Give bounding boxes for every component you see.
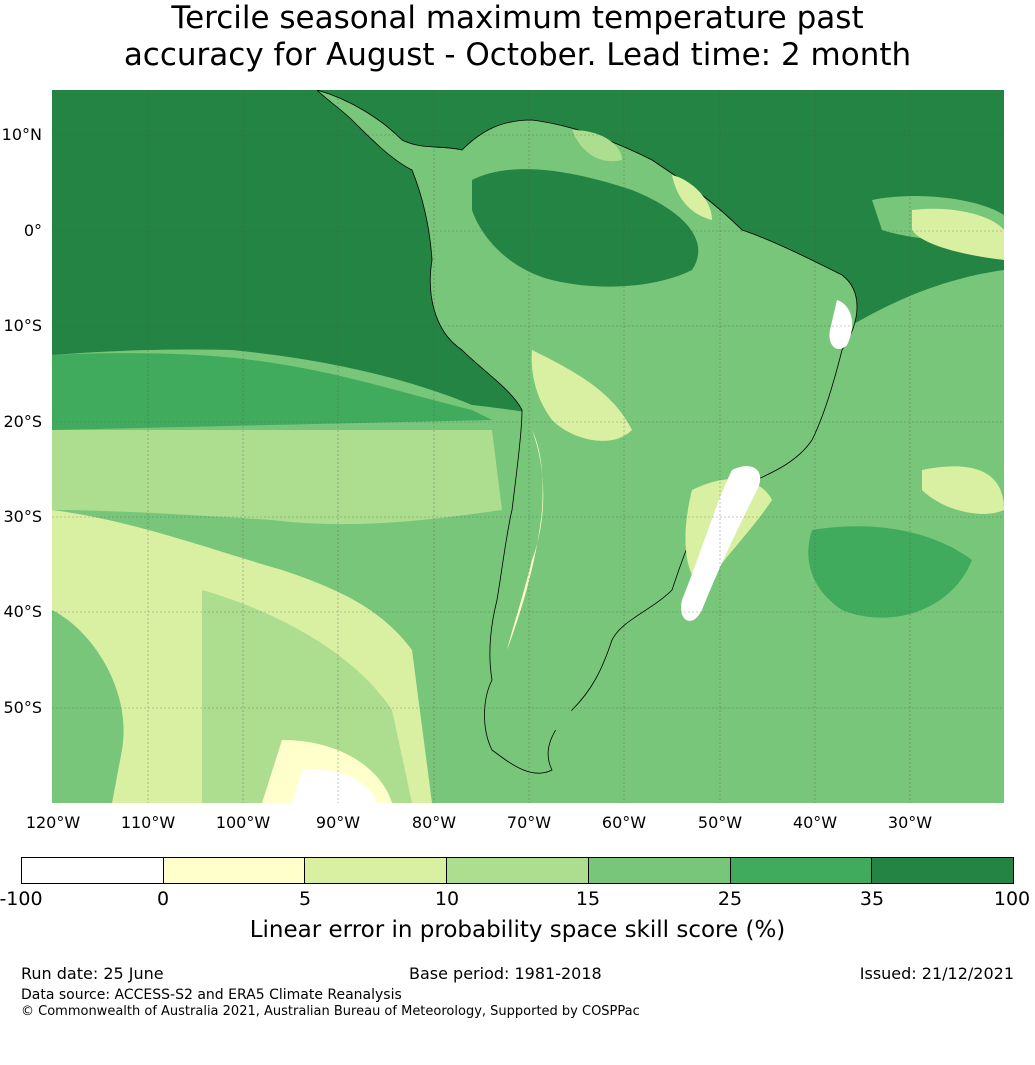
run-date: Run date: 25 June — [21, 964, 164, 983]
continent-north-coast-light — [572, 130, 622, 162]
colorbar-segment-25-35 — [730, 858, 873, 883]
lon-label-50w: 50°W — [697, 813, 743, 832]
colorbar-tick-neg100: -100 — [0, 888, 43, 910]
map-title: Tercile seasonal maximum temperature pas… — [0, 0, 1035, 74]
colorbar — [21, 857, 1014, 884]
lat-label-10s: 10°S — [3, 316, 42, 335]
continent-patagonia-green — [516, 650, 572, 731]
lon-label-70w: 70°W — [506, 813, 552, 832]
colorbar-tick-35: 35 — [859, 888, 885, 910]
base-period: Base period: 1981-2018 — [409, 964, 602, 983]
continent-central-light — [531, 350, 632, 441]
lon-label-30w: 30°W — [887, 813, 933, 832]
lat-label-50s: 50°S — [3, 698, 42, 717]
field-atlantic-pale — [922, 466, 1004, 514]
lon-label-40w: 40°W — [792, 813, 838, 832]
colorbar-tick-5: 5 — [298, 888, 312, 910]
field-atlantic-pale-2 — [912, 208, 1004, 260]
field-white-south — [292, 769, 377, 803]
copyright-notice: © Commonwealth of Australia 2021, Austra… — [21, 1004, 640, 1019]
field-west-green — [52, 610, 124, 803]
lon-label-90w: 90°W — [315, 813, 361, 832]
continent-brazil-white — [829, 300, 853, 350]
colorbar-segment-5-10 — [305, 858, 448, 883]
skill-score-map — [52, 90, 1004, 803]
lat-label-30s: 30°S — [3, 507, 42, 526]
colorbar-tick-25: 25 — [717, 888, 743, 910]
issued-date: Issued: 21/12/2021 — [859, 964, 1014, 983]
lat-label-20s: 20°S — [3, 412, 42, 431]
colorbar-segment-35-100 — [872, 858, 1014, 883]
map-title-line-1: Tercile seasonal maximum temperature pas… — [171, 0, 864, 36]
colorbar-segment-10-15 — [447, 858, 589, 883]
colorbar-tick-15: 15 — [575, 888, 601, 910]
field-light-pacific — [52, 430, 502, 525]
continent-coast-white — [681, 466, 761, 621]
lat-label-40s: 40°S — [3, 602, 42, 621]
lat-label-10n: 10°N — [1, 125, 42, 144]
colorbar-segment-15-25 — [588, 858, 731, 883]
map-title-line-2: accuracy for August - October. Lead time… — [123, 37, 912, 73]
continent-amazon-dark — [472, 169, 699, 287]
lon-label-110w: 110°W — [120, 813, 176, 832]
colorbar-tick-100: 100 — [993, 888, 1031, 910]
lat-label-0: 0° — [23, 221, 42, 240]
lon-label-60w: 60°W — [601, 813, 647, 832]
field-atlantic-dark — [808, 526, 972, 618]
graticule — [52, 90, 1004, 803]
data-source: Data source: ACCESS-S2 and ERA5 Climate … — [21, 987, 402, 1003]
lon-label-80w: 80°W — [411, 813, 457, 832]
lon-label-120w: 120°W — [25, 813, 81, 832]
field-southeast-pacific — [202, 590, 412, 803]
continent-guiana-pale — [672, 175, 712, 220]
colorbar-tick-10: 10 — [434, 888, 460, 910]
colorbar-label: Linear error in probability space skill … — [249, 917, 786, 943]
colorbar-segment-neg100-0 — [22, 858, 164, 883]
map-canvas — [52, 90, 1004, 803]
lon-label-100w: 100°W — [215, 813, 271, 832]
colorbar-segment-0-5 — [163, 858, 306, 883]
colorbar-tick-0: 0 — [156, 888, 170, 910]
field-medium-band — [52, 353, 492, 430]
